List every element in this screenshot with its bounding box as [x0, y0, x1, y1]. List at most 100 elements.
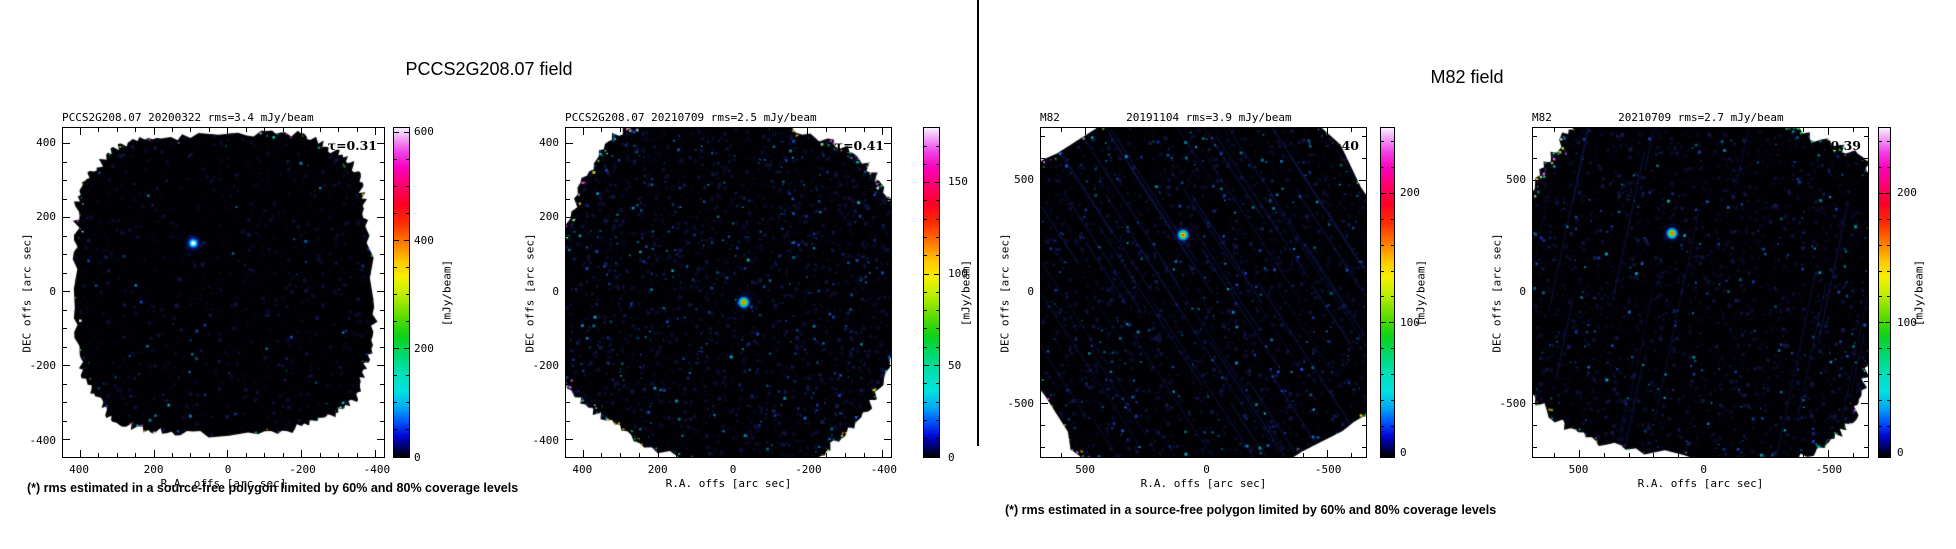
tick-mark — [1885, 192, 1890, 194]
tick-mark — [190, 128, 192, 132]
tick-mark — [1133, 453, 1135, 457]
tick-mark — [1728, 453, 1730, 457]
tick-mark — [826, 453, 828, 457]
tick-mark — [732, 450, 734, 457]
plot-axes — [62, 127, 385, 458]
tick-mark — [116, 128, 118, 132]
tick-mark — [936, 163, 939, 165]
colorbar-unit-label: [mJy/beam] — [440, 259, 454, 326]
tick-mark — [1533, 402, 1540, 404]
tick-mark — [264, 453, 266, 457]
tick-mark — [1864, 447, 1868, 449]
tick-mark — [1041, 180, 1048, 182]
tick-mark — [1381, 192, 1386, 194]
colorbar-tick-label: 100 — [948, 266, 968, 280]
colorbar-unit-label: [mJy/beam] — [1912, 259, 1926, 326]
tick-mark — [208, 453, 210, 457]
tick-mark — [394, 267, 397, 269]
tick-mark — [676, 128, 678, 132]
tick-mark — [394, 321, 397, 323]
tick-mark — [566, 272, 570, 274]
tick-mark — [1879, 348, 1882, 350]
tick-mark — [1678, 128, 1680, 132]
tick-mark — [172, 453, 173, 457]
tick-mark — [394, 132, 399, 134]
tick-mark — [394, 240, 399, 242]
colorbar-tick-label: 400 — [414, 233, 434, 247]
tick-mark — [1864, 135, 1868, 137]
tick-mark — [1533, 269, 1537, 271]
tick-mark — [863, 453, 865, 457]
colorbar-tick-label: 0 — [1897, 446, 1904, 460]
tick-mark — [338, 128, 340, 132]
x-axis-label: R.A. offs [arc sec] — [1140, 477, 1267, 490]
tick-mark — [394, 159, 397, 161]
tick-mark — [770, 128, 771, 132]
tick-mark — [884, 217, 891, 219]
tick-mark — [1041, 336, 1045, 338]
tick-mark — [394, 429, 397, 431]
x-tick-label: 200 — [143, 463, 164, 476]
tick-mark — [1879, 270, 1882, 272]
colorbar — [923, 127, 940, 458]
tick-mark — [406, 294, 409, 296]
tick-mark — [1887, 167, 1890, 169]
tick-mark — [936, 218, 939, 220]
tick-mark — [887, 272, 891, 274]
tick-mark — [1157, 453, 1159, 457]
tick-mark — [1533, 291, 1540, 293]
tick-mark — [380, 272, 384, 274]
tick-mark — [1879, 141, 1882, 143]
tick-mark — [882, 128, 884, 135]
tick-mark — [1703, 450, 1705, 457]
tick-mark — [380, 309, 384, 311]
tick-mark — [1391, 399, 1394, 401]
y-tick-label: 0 — [1519, 285, 1526, 298]
tick-mark — [1362, 336, 1366, 338]
tick-mark — [924, 419, 927, 421]
tick-mark — [63, 180, 67, 182]
tick-mark — [1230, 128, 1232, 132]
tick-mark — [1381, 373, 1384, 375]
tick-mark — [380, 180, 384, 182]
tick-mark — [844, 453, 846, 457]
tick-mark — [620, 453, 622, 457]
tick-mark — [936, 145, 939, 147]
tick-mark — [1389, 192, 1394, 194]
tick-mark — [1533, 380, 1537, 382]
tick-mark — [620, 128, 622, 132]
tick-mark — [807, 450, 809, 457]
tick-mark — [1578, 128, 1580, 135]
tick-mark — [135, 128, 136, 132]
tick-mark — [394, 402, 397, 404]
tick-mark — [377, 439, 384, 441]
y-tick-label: 0 — [1027, 285, 1034, 298]
tick-mark — [924, 401, 927, 403]
tick-mark — [1041, 358, 1045, 360]
tick-mark — [1362, 380, 1366, 382]
colorbar — [1878, 127, 1891, 458]
tick-mark — [1827, 128, 1829, 135]
tick-mark — [1802, 453, 1804, 457]
tick-mark — [887, 180, 891, 182]
tick-mark — [301, 128, 303, 135]
tick-mark — [1041, 291, 1048, 293]
figure-title: PCCS2G208.07 20200322 rms=3.4 mJy/beam — [62, 111, 314, 124]
tick-mark — [924, 236, 927, 238]
tick-mark — [887, 402, 891, 404]
tick-mark — [566, 309, 570, 311]
y-tick-label: 200 — [36, 210, 56, 224]
tick-mark — [1887, 141, 1890, 143]
tick-mark — [98, 128, 99, 132]
tick-mark — [63, 420, 67, 422]
x-tick-label: 0 — [1700, 463, 1707, 476]
y-axis-label: DEC offs [arc sec] — [20, 232, 34, 353]
tick-mark — [380, 161, 384, 163]
tick-mark — [1041, 425, 1045, 427]
tick-mark — [1864, 358, 1868, 360]
tick-mark — [1041, 135, 1045, 137]
tau-label: τ=0.40 — [1309, 138, 1359, 153]
tick-mark — [1752, 128, 1754, 132]
tick-mark — [657, 450, 659, 457]
